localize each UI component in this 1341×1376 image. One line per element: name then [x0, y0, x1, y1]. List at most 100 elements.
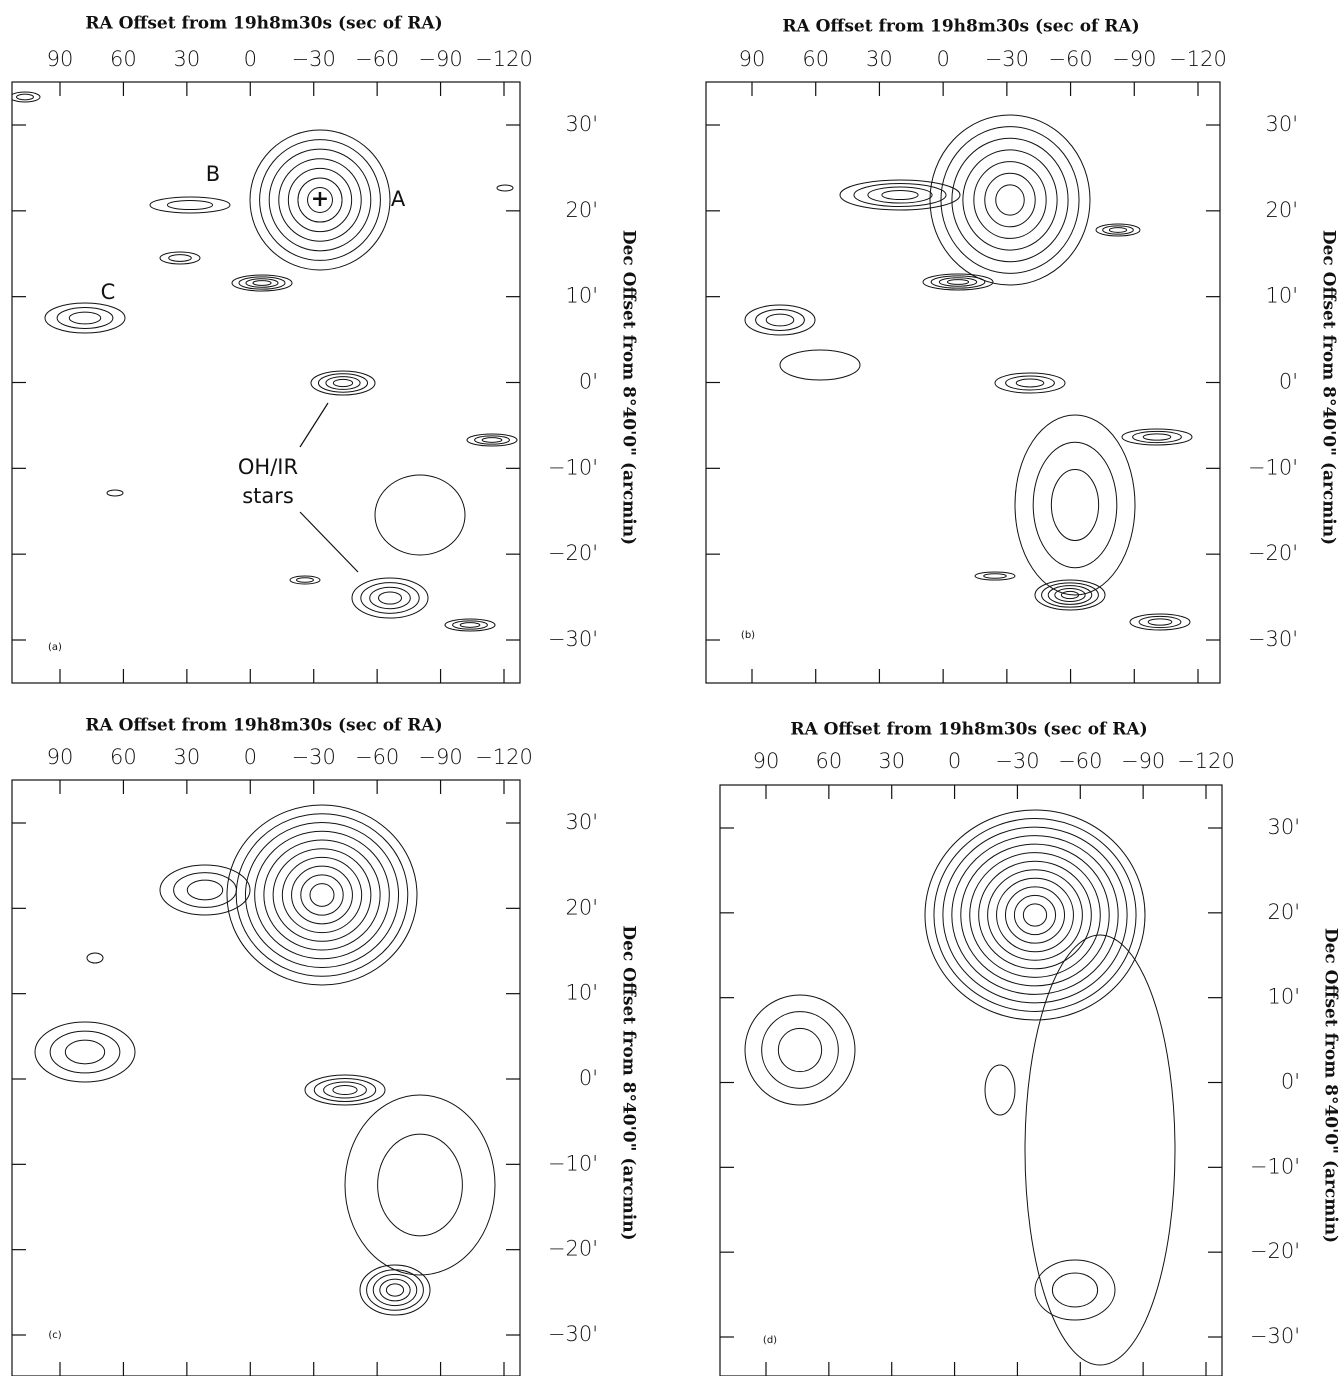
- y-tick-label: −30': [548, 627, 598, 651]
- plot-frame: [705, 81, 1221, 684]
- contour-line: [245, 278, 279, 288]
- contour-line: [1014, 414, 1136, 596]
- contour-line: [173, 872, 237, 908]
- y-tick-label: −20': [548, 1237, 598, 1261]
- contour-line: [474, 435, 510, 445]
- x-tick-label: −120: [475, 47, 533, 71]
- y-tick-label: 20': [566, 198, 599, 222]
- contour-line: [351, 577, 429, 619]
- y-tick-label: 20': [1266, 198, 1299, 222]
- contour-line: [259, 139, 381, 261]
- x-tick-label: −30: [995, 749, 1039, 773]
- x-tick-label: −30: [985, 47, 1029, 71]
- contour-line: [1142, 433, 1172, 441]
- contour-line: [1060, 590, 1080, 600]
- contour-line: [1138, 615, 1182, 629]
- contour-line: [385, 1283, 405, 1297]
- contour-line: [994, 372, 1066, 394]
- contour-line: [166, 199, 214, 211]
- contour-line: [996, 877, 1074, 953]
- contour-line: [309, 883, 335, 907]
- panel-label: (c): [48, 1330, 61, 1341]
- contour-line: [1032, 441, 1118, 569]
- y-tick-label: −10': [1250, 1154, 1300, 1178]
- x-tick-label: −120: [1169, 47, 1227, 71]
- contour-line: [56, 307, 114, 329]
- y-tick-label: 0': [1281, 1070, 1300, 1094]
- annotation: A: [391, 187, 406, 211]
- contour-line: [1054, 587, 1086, 603]
- y-axis-label: Dec Offset from 8°40'0" (arcmin): [619, 925, 639, 1240]
- panel-label: (d): [763, 1335, 777, 1346]
- contour-line: [995, 184, 1025, 216]
- contour-line: [307, 187, 333, 213]
- y-axis-label: Dec Offset from 8°40'0" (arcmin): [1319, 230, 1339, 545]
- x-tick-label: 90: [47, 47, 74, 71]
- y-tick-label: 20': [1268, 900, 1301, 924]
- pointer-line: [299, 402, 329, 448]
- contour-line: [929, 114, 1091, 286]
- y-tick-label: 20': [566, 895, 599, 919]
- chart-title: RA Offset from 19h8m30s (sec of RA): [790, 720, 1147, 740]
- contour-line: [983, 573, 1007, 579]
- contour-line: [779, 349, 861, 381]
- y-tick-label: −10': [548, 1151, 598, 1175]
- contour-line: [1132, 430, 1182, 444]
- contour-line: [1047, 585, 1093, 605]
- contour-line: [344, 1094, 496, 1276]
- contour-line: [325, 376, 361, 390]
- contour-line: [304, 1074, 386, 1106]
- contours: [744, 114, 1193, 631]
- contour-line: [369, 586, 411, 610]
- x-tick-label: 0: [948, 749, 961, 773]
- y-tick-label: 10': [566, 981, 599, 1005]
- contour-line: [249, 129, 391, 271]
- x-tick-label: −30: [292, 745, 336, 769]
- x-tick-label: −120: [1177, 749, 1235, 773]
- contour-line: [924, 809, 1146, 1021]
- contour-line: [761, 1011, 839, 1089]
- annotation: stars: [242, 484, 294, 508]
- x-tick-label: 90: [739, 47, 766, 71]
- y-axis-label: Dec Offset from 8°40'0" (arcmin): [619, 230, 639, 545]
- x-tick-label: −60: [355, 745, 399, 769]
- annotation: C: [101, 280, 116, 304]
- y-tick-label: −20': [1248, 541, 1298, 565]
- contour-line: [1034, 1259, 1116, 1321]
- x-tick-label: 30: [866, 47, 893, 71]
- annotation: B: [206, 162, 220, 186]
- x-tick-label: −120: [475, 745, 533, 769]
- contour-line: [481, 437, 503, 443]
- contour-line: [231, 274, 293, 292]
- contour-line: [49, 1030, 121, 1074]
- y-tick-label: −30': [1248, 627, 1298, 651]
- contour-line: [933, 818, 1137, 1012]
- x-tick-label: 0: [244, 745, 257, 769]
- contour-line: [68, 311, 102, 325]
- x-tick-label: −90: [418, 47, 462, 71]
- y-tick-label: 30': [566, 810, 599, 834]
- contour-line: [922, 273, 994, 291]
- contour-line: [12, 91, 41, 103]
- contour-line: [881, 189, 919, 201]
- y-tick-label: −30': [548, 1322, 598, 1346]
- panel-label: (b): [741, 630, 755, 641]
- contours: [744, 809, 1176, 1366]
- contour-line: [272, 848, 372, 942]
- contour-line: [106, 489, 124, 497]
- x-tick-label: −90: [418, 745, 462, 769]
- y-tick-label: 0': [579, 370, 598, 394]
- contour-line: [1005, 375, 1055, 391]
- y-tick-label: −20': [1250, 1239, 1300, 1263]
- y-tick-label: 10': [1266, 284, 1299, 308]
- x-tick-label: 30: [173, 745, 200, 769]
- contour-line: [332, 378, 354, 388]
- contour-line: [839, 179, 961, 211]
- y-tick-label: 0': [1279, 370, 1298, 394]
- plot-frame: [11, 779, 521, 1376]
- contour-line: [974, 571, 1016, 581]
- y-tick-label: −10': [548, 455, 598, 479]
- contour-line: [1051, 1272, 1099, 1308]
- contour-line: [1147, 618, 1173, 626]
- y-axis-label: Dec Offset from 8°40'0" (arcmin): [1321, 928, 1341, 1243]
